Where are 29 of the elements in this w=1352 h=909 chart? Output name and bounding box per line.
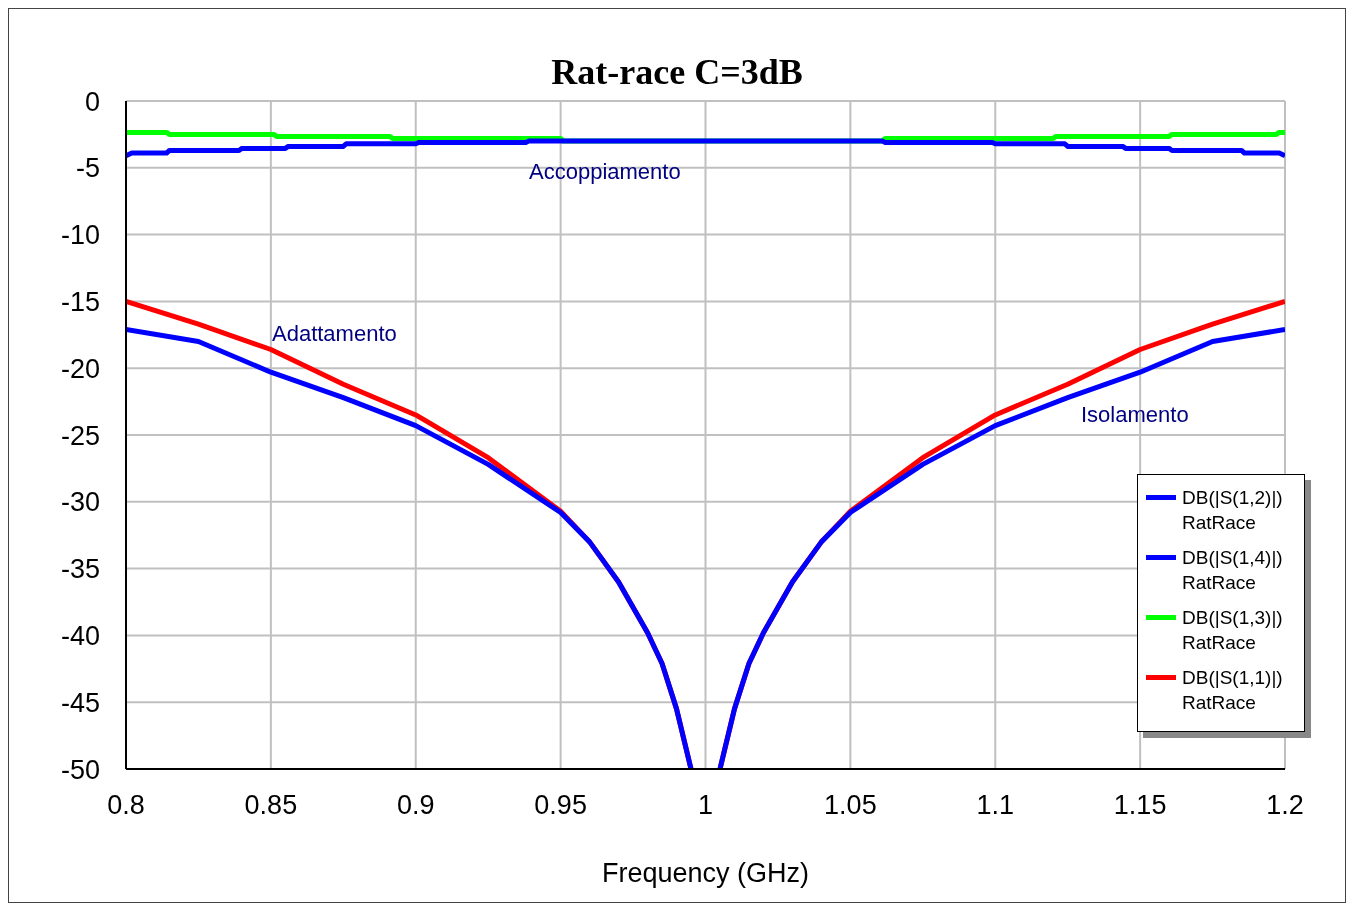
legend-label: DB(|S(1,1)|) RatRace	[1182, 666, 1283, 715]
y-tick-label: -40	[60, 620, 100, 651]
x-tick-label: 1	[697, 790, 714, 821]
chart-title: Rat-race C=3dB	[551, 52, 803, 92]
legend-label: DB(|S(1,3)|) RatRace	[1182, 606, 1283, 655]
y-tick-label: -5	[75, 153, 100, 184]
x-tick-label: 1.1	[976, 790, 1015, 821]
y-tick-label: -15	[60, 286, 100, 317]
y-tick-label: -35	[60, 554, 100, 585]
y-tick-label: -50	[60, 754, 100, 785]
x-tick-label: 0.8	[107, 790, 145, 821]
x-axis-title: Frequency (GHz)	[601, 858, 810, 888]
x-tick-label: 1.05	[824, 790, 877, 821]
legend-label: DB(|S(1,2)|) RatRace	[1182, 486, 1283, 535]
annotation: Adattamento	[272, 321, 397, 347]
x-tick-label: 0.9	[396, 790, 435, 821]
y-tick-label: -10	[60, 220, 100, 251]
legend-label: DB(|S(1,4)|) RatRace	[1182, 546, 1283, 595]
y-tick-label: -20	[60, 353, 100, 384]
annotation: Isolamento	[1081, 402, 1189, 428]
annotation: Accoppiamento	[529, 159, 681, 185]
x-tick-label: 1.15	[1113, 790, 1167, 821]
y-tick-label: -25	[60, 420, 100, 451]
x-tick-label: 0.85	[244, 790, 298, 821]
y-tick-label: -45	[60, 687, 100, 718]
x-tick-label: 0.95	[534, 790, 587, 821]
x-tick-label: 1.2	[1266, 790, 1304, 821]
y-tick-label: -30	[60, 487, 100, 518]
y-tick-label: 0	[84, 86, 100, 117]
